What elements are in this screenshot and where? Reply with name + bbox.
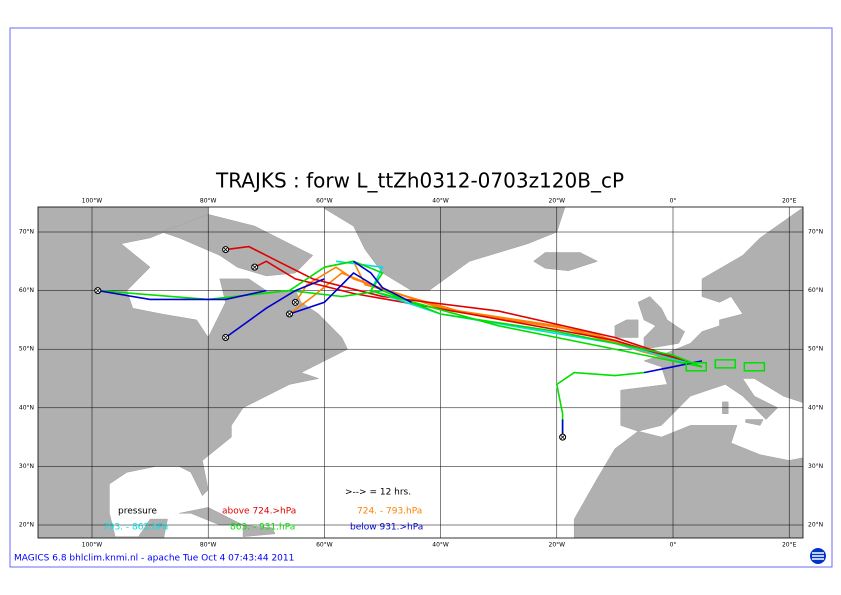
lon-label: 20°E [782,542,797,549]
start-marker [559,433,567,441]
lon-label: 20°W [549,198,566,205]
lat-label: 60°N [19,287,34,294]
arrival-marker [685,362,707,372]
lat-label: 30°N [19,463,34,470]
arrival-marker [743,362,766,372]
lon-label: 20°W [549,542,566,549]
lat-label: 70°N [808,229,823,236]
lat-label: 50°N [19,346,34,353]
trajectory [353,260,412,304]
start-marker [94,287,102,295]
legend-entry: below 931.>hPa [350,523,423,533]
legend-entry: 793. - 863.hPa [103,523,168,533]
land [242,524,276,537]
trajectory [225,245,703,368]
land [573,425,803,538]
lon-label: 0° [670,542,677,549]
lon-label: 20°E [782,198,797,205]
start-cross [252,264,257,270]
logo-lines [812,552,824,560]
lat-label: 20°N [19,522,34,529]
lat-label: 40°N [808,404,823,411]
lon-label: 40°W [432,542,449,549]
map [38,207,803,538]
start-marker [222,246,230,254]
land [620,207,803,432]
map-border [37,206,804,539]
lat-label: 50°N [808,346,823,353]
lat-label: 60°N [808,287,823,294]
lat-label: 20°N [808,522,823,529]
land [38,207,348,538]
trajectory [289,271,383,315]
land [614,319,639,338]
lat-label: 30°N [808,463,823,470]
trajectory [289,260,703,368]
land [533,252,599,271]
lon-label: 0° [670,198,677,205]
start-cross [560,434,565,440]
lon-label: 100°W [82,542,102,549]
lon-label: 80°W [200,542,217,549]
legend-entry: above 724.>hPa [222,507,296,517]
lon-label: 60°W [316,542,333,549]
start-marker [251,263,259,271]
legend-interval: >--> = 12 hrs. [345,488,411,498]
legend-entry: 863. - 931.hPa [230,523,295,533]
start-cross [223,335,228,340]
lat-label: 40°N [19,404,34,411]
start-marker [291,298,299,306]
lon-label: 60°W [316,198,333,205]
legend-heading: pressure [118,507,157,517]
logo [810,548,826,564]
trajectory [335,260,703,368]
lon-label: 40°W [432,198,449,205]
start-cross [287,311,292,317]
start-marker [286,310,294,318]
lon-label: 100°W [82,198,102,205]
start-marker [222,333,230,341]
footer: MAGICS 6.8 bhlclim.knmi.nl - apache Tue … [14,554,294,564]
start-cross [293,300,298,305]
title: TRAJKS : forw L_ttZh0312-0703z120B_cP [215,169,624,193]
lat-label: 70°N [19,229,34,236]
trajectory [225,278,325,339]
trajectory [555,371,645,438]
start-cross [223,247,228,252]
legend-entry: 724. - 793.hPa [357,507,422,517]
lon-label: 80°W [200,198,217,205]
trajectory [254,260,703,368]
arrival-marker [714,359,737,369]
land [745,419,764,426]
start-cross [95,288,101,293]
trajectory [97,289,267,301]
